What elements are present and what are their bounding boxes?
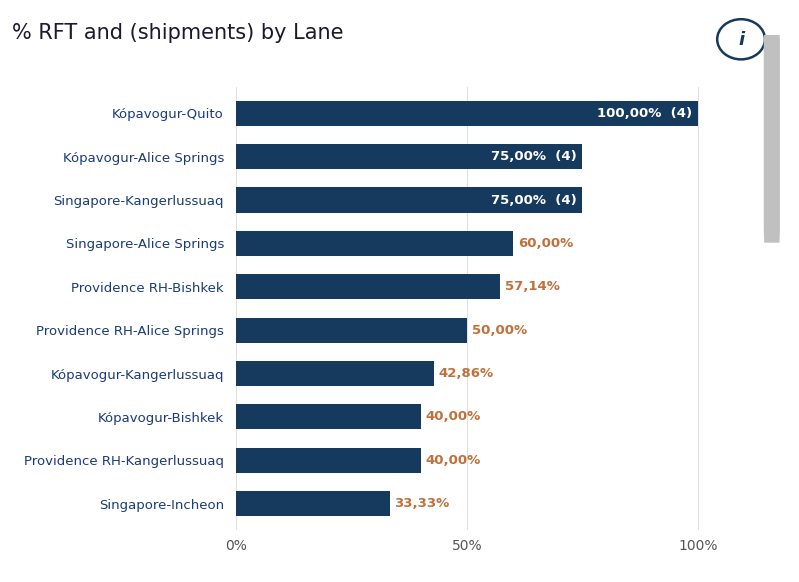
Bar bbox=[236, 231, 513, 256]
Text: 40,00%: 40,00% bbox=[425, 454, 480, 467]
Bar bbox=[236, 404, 420, 430]
Text: 42,86%: 42,86% bbox=[439, 367, 494, 380]
Text: 75,00%  (4): 75,00% (4) bbox=[491, 194, 577, 207]
FancyBboxPatch shape bbox=[764, 30, 780, 243]
Bar bbox=[236, 144, 582, 169]
Bar bbox=[236, 101, 698, 126]
Bar bbox=[236, 448, 420, 473]
Text: 57,14%: 57,14% bbox=[504, 281, 559, 293]
Bar bbox=[236, 318, 467, 343]
Text: % RFT and (shipments) by Lane: % RFT and (shipments) by Lane bbox=[12, 23, 344, 43]
Text: i: i bbox=[738, 31, 744, 49]
Bar bbox=[236, 491, 390, 516]
Bar bbox=[236, 187, 582, 212]
Bar bbox=[236, 274, 500, 299]
Text: 60,00%: 60,00% bbox=[518, 237, 573, 250]
Text: 75,00%  (4): 75,00% (4) bbox=[491, 150, 577, 163]
Text: 33,33%: 33,33% bbox=[395, 497, 450, 510]
Text: 40,00%: 40,00% bbox=[425, 410, 480, 423]
Bar bbox=[236, 361, 434, 386]
Text: 100,00%  (4): 100,00% (4) bbox=[598, 107, 693, 120]
Text: 50,00%: 50,00% bbox=[471, 324, 527, 336]
